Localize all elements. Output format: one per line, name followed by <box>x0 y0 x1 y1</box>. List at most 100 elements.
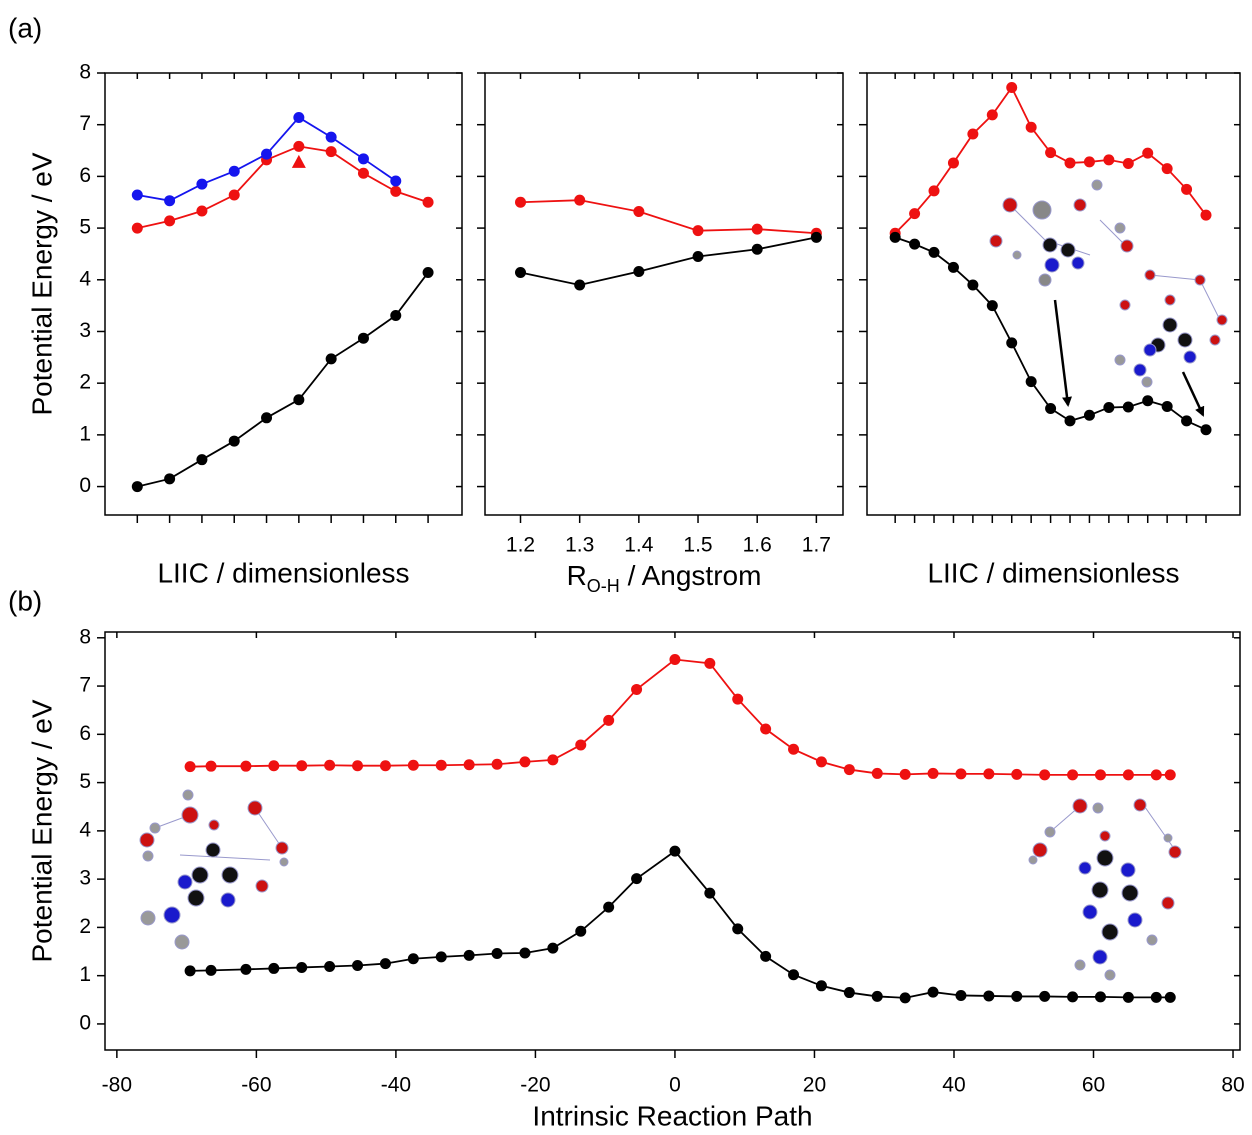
point <box>948 262 959 273</box>
point <box>752 224 763 235</box>
point <box>1123 158 1134 169</box>
point <box>929 247 940 258</box>
point <box>1181 415 1192 426</box>
x-axis-label: LIIC / dimensionless <box>157 557 409 588</box>
point <box>890 232 901 243</box>
point <box>408 953 419 964</box>
point <box>1045 403 1056 414</box>
point <box>967 129 978 140</box>
point <box>574 195 585 206</box>
x-tick-label: -80 <box>102 1074 132 1097</box>
point <box>872 991 883 1002</box>
point <box>1039 769 1050 780</box>
point <box>760 951 771 962</box>
point <box>1026 376 1037 387</box>
point <box>547 754 558 765</box>
y-tick-label: 6 <box>79 722 91 745</box>
x-axis-label: RO-H / Angstrom <box>567 560 762 595</box>
label-part: R <box>567 560 587 591</box>
point <box>326 353 337 364</box>
point <box>464 759 475 770</box>
point <box>164 473 175 484</box>
point <box>261 149 272 160</box>
point <box>909 208 920 219</box>
point <box>1011 769 1022 780</box>
point <box>390 176 401 187</box>
y-tick-label: 1 <box>79 422 91 445</box>
point <box>352 760 363 771</box>
point <box>358 333 369 344</box>
point <box>132 190 143 201</box>
y-axis-label: Potential Energy / eV <box>26 699 57 962</box>
y-tick-label: 1 <box>79 963 91 986</box>
point <box>948 157 959 168</box>
point <box>358 168 369 179</box>
point <box>1067 769 1078 780</box>
point <box>983 990 994 1001</box>
point <box>206 965 217 976</box>
figure: (a) (b) 012345678LIIC / dimensionle <box>0 0 1252 1135</box>
point <box>326 146 337 157</box>
point <box>928 768 939 779</box>
point <box>1165 992 1176 1003</box>
point <box>164 215 175 226</box>
point <box>1084 156 1095 167</box>
point <box>1067 991 1078 1002</box>
point <box>1123 992 1134 1003</box>
point <box>1201 210 1212 221</box>
page: {"panel_labels": ["(a)", "(b)"], "chart_… <box>0 0 1252 1135</box>
point <box>955 768 966 779</box>
point <box>693 225 704 236</box>
point <box>704 888 715 899</box>
x-tick-label: 40 <box>942 1074 965 1097</box>
y-tick-label: 2 <box>79 371 91 394</box>
point <box>816 980 827 991</box>
label-subscript: O-H <box>587 576 620 596</box>
x-tick-label: 1.3 <box>565 534 594 557</box>
series-line <box>137 273 428 487</box>
point <box>983 768 994 779</box>
triangle-marker <box>292 155 306 168</box>
point <box>423 267 434 278</box>
point <box>492 948 503 959</box>
point <box>732 694 743 705</box>
point <box>515 267 526 278</box>
point <box>547 943 558 954</box>
point <box>1026 122 1037 133</box>
y-axis-label: Potential Energy / eV <box>26 152 57 415</box>
point <box>928 987 939 998</box>
point <box>1142 148 1153 159</box>
point <box>326 132 337 143</box>
point <box>575 739 586 750</box>
point <box>185 965 196 976</box>
y-tick-label: 8 <box>79 61 91 84</box>
arrow <box>1183 372 1203 415</box>
point <box>132 223 143 234</box>
point <box>1095 769 1106 780</box>
x-tick-label: 80 <box>1221 1074 1244 1097</box>
point <box>515 197 526 208</box>
point <box>1011 991 1022 1002</box>
point <box>268 760 279 771</box>
point <box>788 744 799 755</box>
x-tick-label: 1.4 <box>624 534 654 557</box>
point <box>324 961 335 972</box>
y-tick-label: 7 <box>79 112 91 135</box>
y-tick-label: 5 <box>79 216 91 239</box>
y-tick-label: 2 <box>79 915 91 938</box>
point <box>464 950 475 961</box>
plot-frame <box>867 73 1240 515</box>
point <box>816 756 827 767</box>
point <box>909 239 920 250</box>
point <box>206 761 217 772</box>
point <box>1006 337 1017 348</box>
series-line <box>521 237 817 285</box>
point <box>1151 992 1162 1003</box>
label-part: / Angstrom <box>620 560 762 591</box>
y-tick-label: 6 <box>79 164 91 187</box>
y-tick-label: 4 <box>79 267 91 290</box>
molecule-sketch <box>1029 799 1181 980</box>
point <box>293 112 304 123</box>
point <box>1103 154 1114 165</box>
point <box>1039 991 1050 1002</box>
